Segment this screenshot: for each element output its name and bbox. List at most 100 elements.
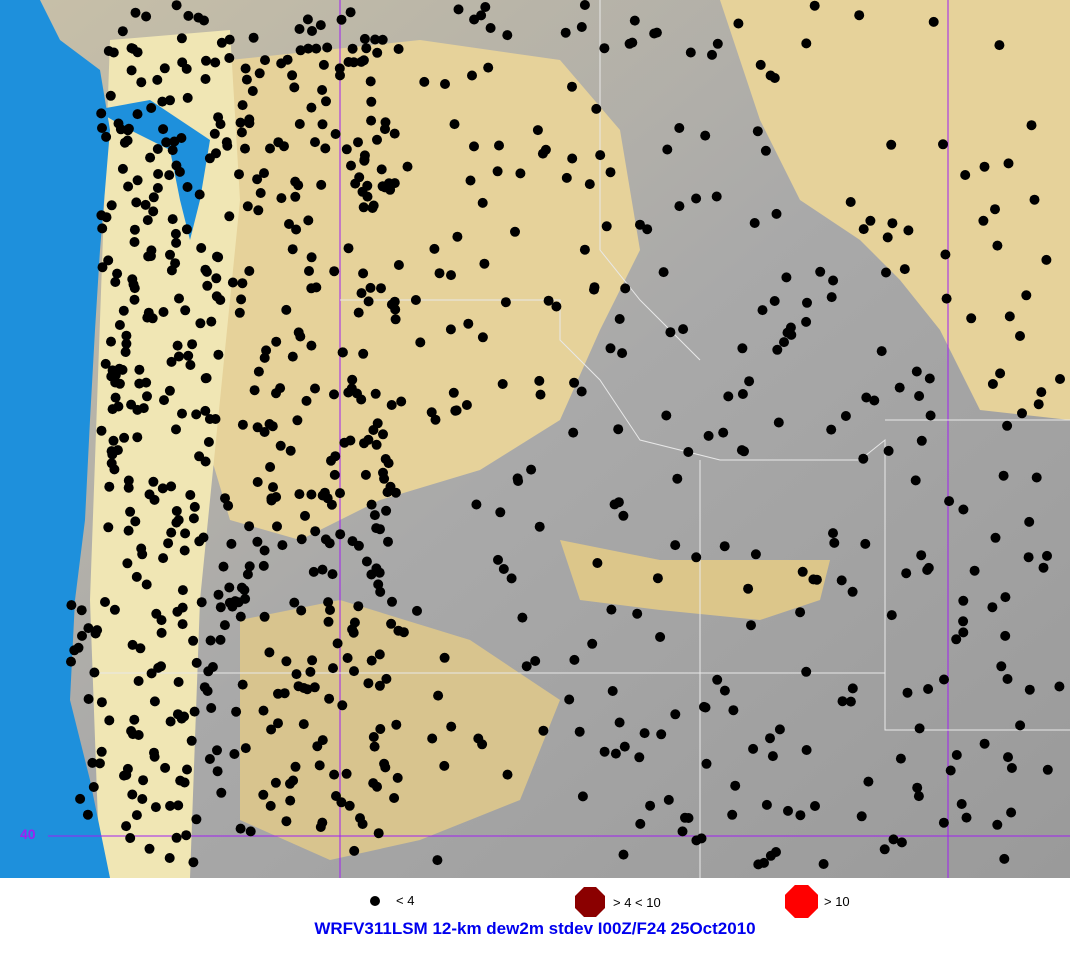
station-dot	[265, 462, 276, 472]
station-dot	[158, 553, 169, 564]
station-dot	[258, 560, 269, 571]
station-dot	[341, 768, 352, 779]
station-dot	[148, 206, 159, 217]
station-dot	[258, 705, 269, 716]
station-dot	[200, 456, 211, 467]
station-dot	[925, 410, 936, 421]
station-dot	[188, 857, 199, 868]
station-dot	[240, 63, 251, 74]
station-dot	[201, 55, 211, 66]
station-dot	[346, 160, 356, 171]
station-dot	[127, 639, 138, 650]
station-dot	[992, 240, 1003, 251]
station-dot	[220, 493, 230, 504]
station-dot	[196, 597, 207, 608]
station-dot	[958, 616, 969, 627]
station-dot	[429, 243, 440, 254]
station-dot	[632, 608, 643, 619]
station-dot	[618, 510, 629, 521]
snake-plain	[560, 540, 830, 620]
station-dot	[306, 102, 317, 113]
station-dot	[291, 669, 302, 680]
station-dot	[122, 558, 133, 569]
station-dot	[216, 37, 227, 48]
station-dot	[306, 489, 317, 500]
grid-lines	[48, 0, 1070, 878]
station-dot	[244, 521, 255, 532]
station-dot	[895, 753, 906, 764]
station-dot	[736, 445, 747, 456]
station-dot	[148, 192, 159, 203]
station-dot	[315, 822, 326, 832]
station-dot	[771, 847, 781, 857]
station-dot	[336, 797, 347, 808]
station-dot	[165, 800, 176, 811]
station-dot	[132, 175, 143, 186]
station-dot	[258, 789, 269, 800]
station-dot	[167, 145, 178, 156]
station-dot	[107, 404, 118, 415]
station-dot	[467, 70, 477, 81]
station-dot	[215, 295, 226, 305]
station-dot	[426, 407, 437, 418]
station-dot	[378, 467, 388, 478]
station-dot	[171, 0, 182, 11]
station-dot	[1055, 374, 1065, 384]
station-dot	[173, 677, 184, 687]
station-dot	[502, 769, 513, 780]
station-dot	[203, 437, 214, 447]
station-dot	[958, 595, 969, 606]
station-dot	[801, 666, 812, 677]
station-dot	[163, 538, 174, 549]
station-dot	[215, 602, 226, 613]
station-dot	[911, 366, 922, 377]
station-dot	[969, 565, 980, 576]
station-dot	[227, 277, 238, 288]
station-dot	[374, 567, 385, 578]
station-dot	[119, 432, 130, 443]
station-dot	[656, 729, 667, 740]
station-dot	[293, 327, 304, 338]
station-dot	[141, 11, 152, 22]
station-dot	[342, 653, 353, 663]
station-dot	[795, 607, 806, 618]
station-dot	[883, 445, 894, 456]
station-dot	[191, 814, 202, 825]
station-dot	[159, 63, 170, 74]
station-dot	[951, 634, 962, 645]
station-dot	[259, 168, 269, 179]
station-dot	[938, 817, 949, 828]
station-dot	[1054, 681, 1065, 692]
station-dot	[224, 53, 235, 63]
station-dot	[543, 295, 554, 306]
station-dot	[560, 27, 571, 38]
station-dot	[176, 33, 187, 44]
station-dot	[182, 92, 193, 103]
station-dot	[166, 527, 177, 538]
station-dot	[97, 123, 107, 133]
station-dot	[463, 318, 474, 329]
station-dot	[129, 294, 140, 305]
station-dot	[181, 830, 192, 841]
station-dot	[392, 772, 403, 783]
station-dot	[164, 170, 175, 181]
station-dot	[412, 605, 422, 616]
station-dot	[618, 849, 629, 860]
station-dot	[175, 775, 186, 786]
station-dot	[171, 832, 182, 843]
station-dot	[134, 364, 145, 375]
station-dot	[188, 635, 199, 646]
station-dot	[635, 818, 646, 829]
station-dot	[296, 534, 307, 545]
station-dot	[213, 252, 224, 263]
station-dot	[150, 802, 161, 813]
station-dot	[718, 427, 729, 438]
station-dot	[117, 26, 128, 37]
station-dot	[510, 226, 520, 237]
station-dot	[987, 379, 998, 389]
station-dot	[136, 543, 147, 554]
station-dot	[294, 489, 305, 500]
station-dot	[703, 430, 714, 441]
station-dot	[358, 348, 369, 359]
station-dot	[373, 828, 384, 839]
